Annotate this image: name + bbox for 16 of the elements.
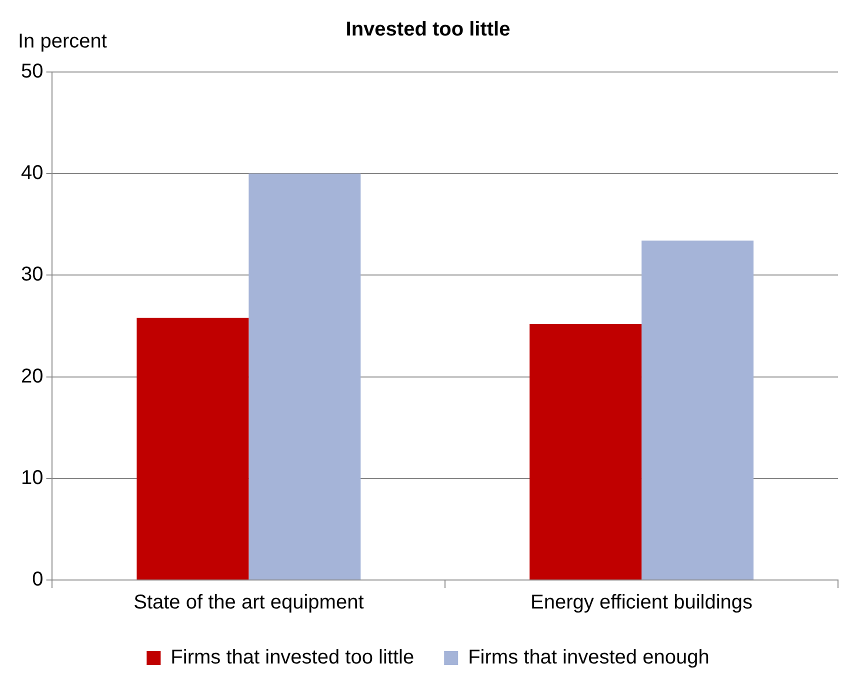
chart-title: Invested too little [346,18,510,41]
bar [248,174,361,580]
y-tick-label: 10 [20,466,44,489]
x-tick-label: Energy efficient buildings [530,592,753,614]
y-tick-label: 50 [20,60,44,83]
y-tick-label: 20 [20,365,44,388]
y-tick-label: 0 [32,568,44,591]
y-tick-label: 40 [20,162,44,184]
bar [530,324,642,580]
x-tick-label: State of the art equipment [134,592,364,614]
y-tick-label: 30 [20,264,44,286]
legend-label: Firms that invested enough [468,646,710,669]
y-axis-title: In percent [18,30,108,53]
bar [642,240,754,580]
bar [136,318,249,580]
legend-label: Firms that invested too little [170,646,414,669]
